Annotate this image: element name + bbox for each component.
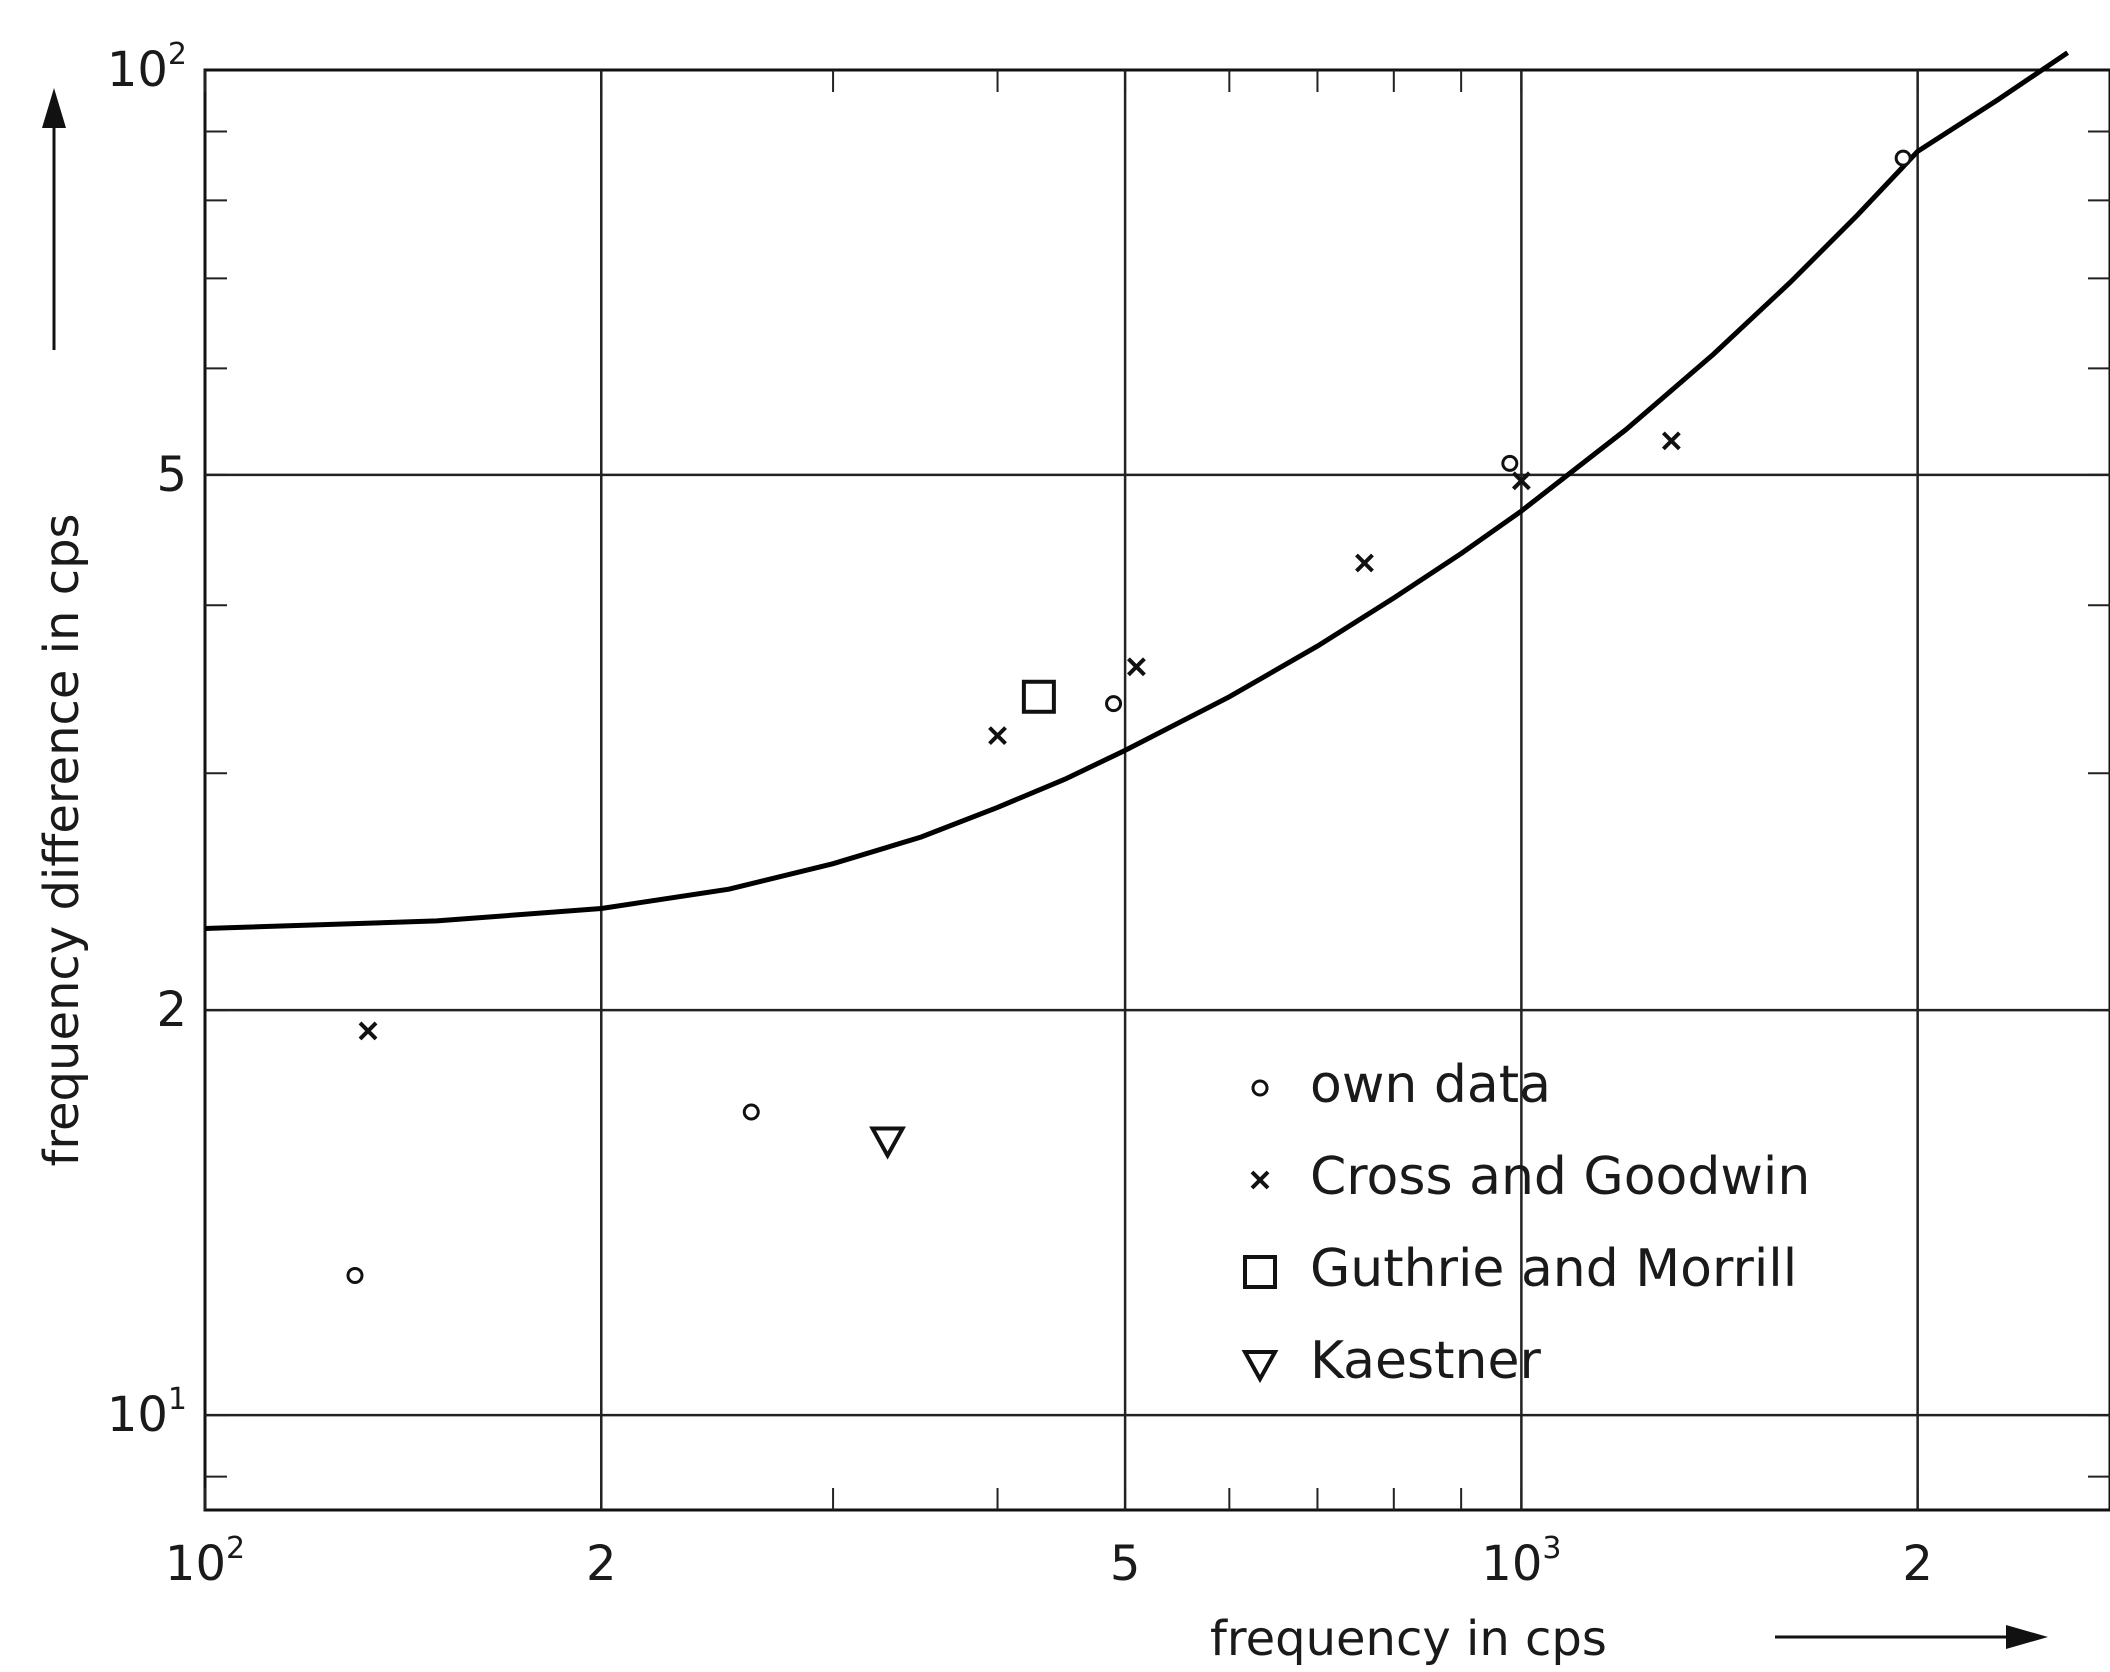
- x-stroke: [1661, 431, 1681, 451]
- data-point-circle: [1894, 149, 1912, 167]
- legend-marker-x: [1250, 1170, 1270, 1190]
- y-tick-label: 5: [156, 447, 187, 503]
- x-stroke: [1511, 471, 1531, 491]
- minor-ticks: [204, 70, 2110, 1510]
- x-tick-label: 5: [1110, 1536, 1141, 1592]
- legend-label: Guthrie and Morrill: [1310, 1239, 1797, 1299]
- x-stroke: [1355, 553, 1374, 573]
- data-point-circle: [1501, 454, 1519, 472]
- data-point-x: [988, 726, 1007, 746]
- legend-label: Kaestner: [1310, 1331, 1541, 1391]
- data-point-x: [358, 1021, 378, 1041]
- x-axis-arrow: [1775, 1625, 2048, 1649]
- data-point-x: [1661, 431, 1681, 451]
- data-point-x: [1127, 657, 1146, 677]
- legend-label: Cross and Goodwin: [1310, 1147, 1810, 1207]
- legend-marker-circle: [1251, 1079, 1269, 1097]
- data-point-triangle: [869, 1126, 906, 1160]
- x-stroke: [1250, 1170, 1270, 1190]
- y-axis-label: frequency difference in cps: [34, 513, 90, 1166]
- data-point-circle: [346, 1266, 364, 1284]
- data-markers: [346, 149, 1912, 1284]
- data-point-x: [1355, 553, 1374, 573]
- x-tick-labels: 102 2 5 103 2: [165, 1531, 1933, 1592]
- legend: own data Cross and Goodwin Guthrie and Mor…: [1241, 1055, 1810, 1391]
- data-point-circle: [1105, 695, 1123, 713]
- y-axis-arrow: [42, 88, 66, 350]
- data-point-square: [1021, 679, 1056, 714]
- data-point-x: [1511, 471, 1531, 491]
- x-stroke: [1127, 657, 1146, 677]
- legend-label: own data: [1310, 1055, 1551, 1115]
- x-stroke: [988, 726, 1007, 746]
- x-stroke: [358, 1021, 378, 1041]
- legend-marker-square: [1243, 1255, 1277, 1289]
- plot-frame: [203, 68, 2110, 1512]
- data-point-circle: [742, 1103, 760, 1121]
- fit-curve: [204, 50, 2069, 931]
- x-axis-label: frequency in cps: [1210, 1611, 1607, 1667]
- x-tick-label: 2: [586, 1536, 617, 1592]
- x-tick-label: 2: [1902, 1536, 1933, 1592]
- y-tick-label: 2: [156, 982, 187, 1038]
- legend-marker-triangle: [1241, 1350, 1279, 1384]
